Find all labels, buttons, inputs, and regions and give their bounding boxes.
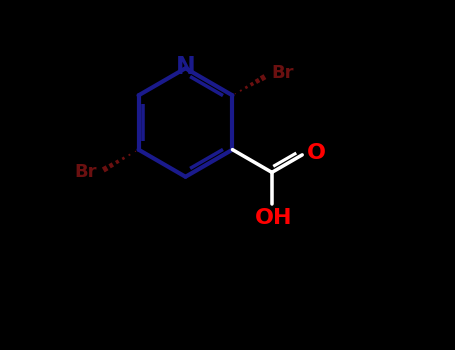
Text: O: O xyxy=(306,143,325,163)
Text: N: N xyxy=(176,55,195,79)
Text: Br: Br xyxy=(75,163,97,181)
Text: OH: OH xyxy=(255,208,293,228)
Text: Br: Br xyxy=(271,64,293,82)
